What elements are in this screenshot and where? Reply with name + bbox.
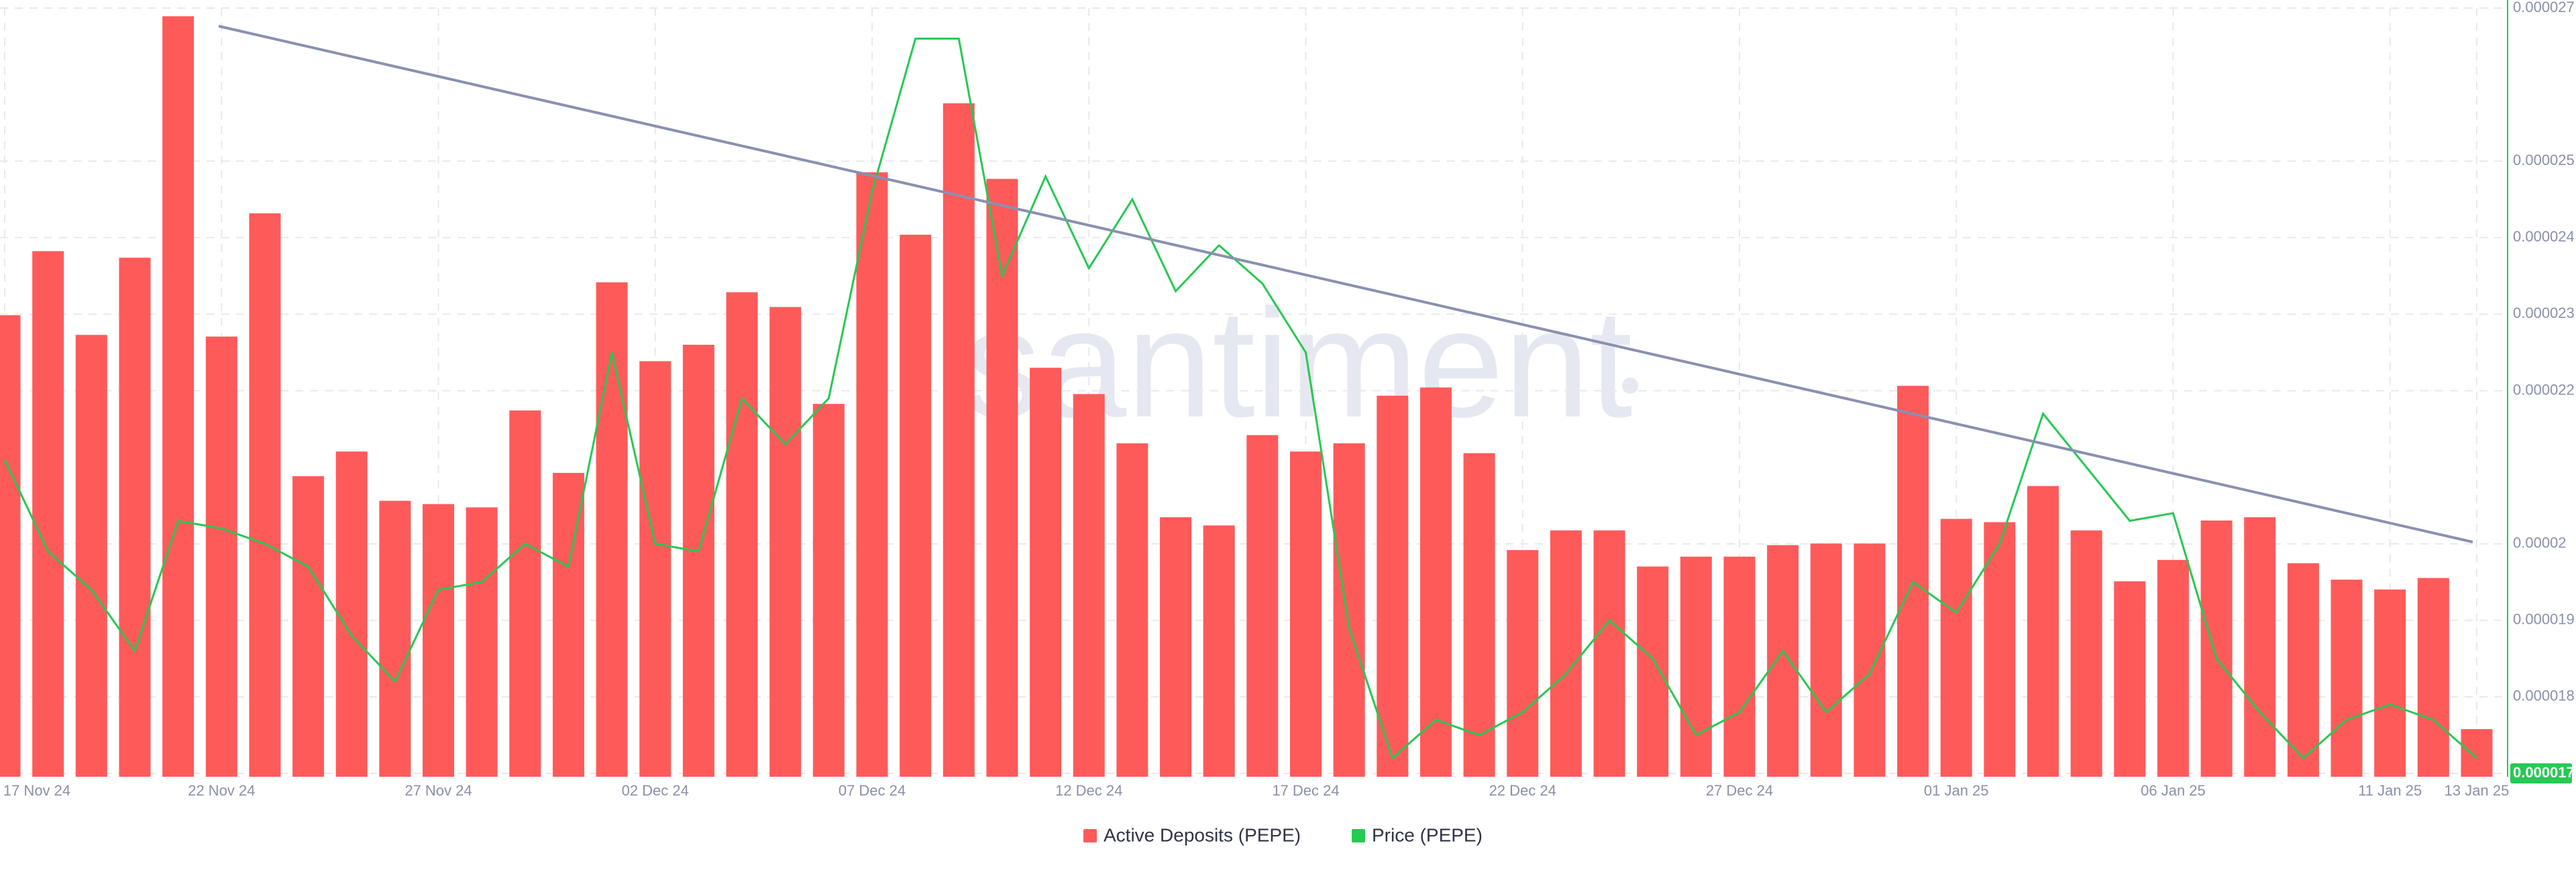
price-line <box>3 38 2477 760</box>
bar <box>1203 525 1235 777</box>
watermark: santiment <box>963 277 1632 449</box>
bar <box>2330 580 2363 777</box>
bar <box>1073 394 1105 777</box>
bar <box>1030 368 1062 777</box>
bar <box>2244 517 2276 777</box>
bar <box>2287 563 2319 777</box>
x-tick-label: 07 Dec 24 <box>839 782 906 799</box>
bar <box>2157 559 2189 777</box>
y2-tick-label: 0.000024 <box>2513 228 2575 245</box>
bar <box>1940 519 1972 777</box>
bar <box>639 361 672 777</box>
bar <box>1984 522 2016 777</box>
bar <box>32 251 64 777</box>
y2-tick-label: 0.000019 <box>2513 611 2575 628</box>
x-tick-label: 17 Nov 24 <box>3 782 70 799</box>
bar <box>292 476 325 777</box>
legend-swatch <box>1352 829 1365 842</box>
x-tick-label: 12 Dec 24 <box>1055 782 1122 799</box>
bar <box>75 335 107 777</box>
bar <box>726 292 758 777</box>
bar <box>769 307 802 777</box>
bar <box>1637 566 1669 777</box>
y2-tick-label: 0.000025 <box>2513 152 2575 168</box>
bar <box>1767 545 1799 777</box>
y2-tick-label: 0.000017 <box>2513 764 2575 781</box>
bar <box>2027 486 2059 777</box>
price-badge <box>2510 763 2572 783</box>
legend-label: Active Deposits (PEPE) <box>1104 824 1301 845</box>
bar <box>379 500 411 777</box>
bar <box>1680 556 1712 777</box>
watermark-dot <box>1622 378 1638 394</box>
bar <box>812 404 845 777</box>
x-tick-label: 06 Jan 25 <box>2141 782 2206 799</box>
y2-tick-label: 0.000018 <box>2513 688 2575 704</box>
bar <box>1463 453 1495 777</box>
x-tick-label: 17 Dec 24 <box>1272 782 1339 799</box>
y2-tick-label: 0.000023 <box>2513 305 2575 321</box>
bar <box>2200 521 2233 777</box>
y2-tick-label: 0.00002 <box>2513 535 2567 551</box>
bar <box>1160 517 1192 777</box>
bar <box>466 507 498 777</box>
x-tick-label: 11 Jan 25 <box>2358 782 2422 799</box>
bar <box>249 213 281 777</box>
bar <box>682 344 714 777</box>
x-tick-label: 22 Nov 24 <box>188 782 255 799</box>
bar <box>1593 530 1625 777</box>
bar <box>1507 550 1539 777</box>
bar <box>1116 443 1148 777</box>
bar <box>1246 435 1279 777</box>
bar <box>1723 556 1756 777</box>
x-tick-label: 27 Nov 24 <box>405 782 472 799</box>
y2-tick-label: 0.000027 <box>2513 0 2575 15</box>
legend-swatch <box>1083 829 1097 842</box>
bar <box>1854 543 1886 777</box>
bar <box>856 172 888 777</box>
y2-tick-label: 0.000022 <box>2513 381 2575 398</box>
bar <box>205 336 237 777</box>
bar <box>422 504 454 777</box>
x-tick-label: 22 Dec 24 <box>1489 782 1556 799</box>
bar <box>162 16 195 777</box>
x-tick-label: 01 Jan 25 <box>1924 782 1989 799</box>
bar <box>2374 589 2406 777</box>
bar <box>900 234 932 777</box>
bar <box>0 315 21 777</box>
bar <box>2417 578 2449 777</box>
bar <box>1550 530 1582 777</box>
bar <box>1419 387 1452 777</box>
bar <box>1289 451 1322 777</box>
bar <box>2114 581 2146 777</box>
bar <box>1333 443 1365 777</box>
trend-line <box>218 25 2473 543</box>
bar <box>1810 543 1842 777</box>
x-tick-label: 13 Jan 25 <box>2445 782 2510 799</box>
bar <box>596 282 628 777</box>
bar <box>2070 530 2102 777</box>
x-tick-label: 02 Dec 24 <box>622 782 689 799</box>
legend-label: Price (PEPE) <box>1372 824 1483 845</box>
x-tick-label: 27 Dec 24 <box>1706 782 1773 799</box>
bar <box>986 178 1018 777</box>
bar <box>2461 728 2493 777</box>
bar <box>509 410 541 777</box>
bar <box>335 451 368 777</box>
bar <box>552 472 584 777</box>
bar <box>119 258 151 777</box>
bar <box>943 103 975 777</box>
bar <box>1377 395 1409 777</box>
